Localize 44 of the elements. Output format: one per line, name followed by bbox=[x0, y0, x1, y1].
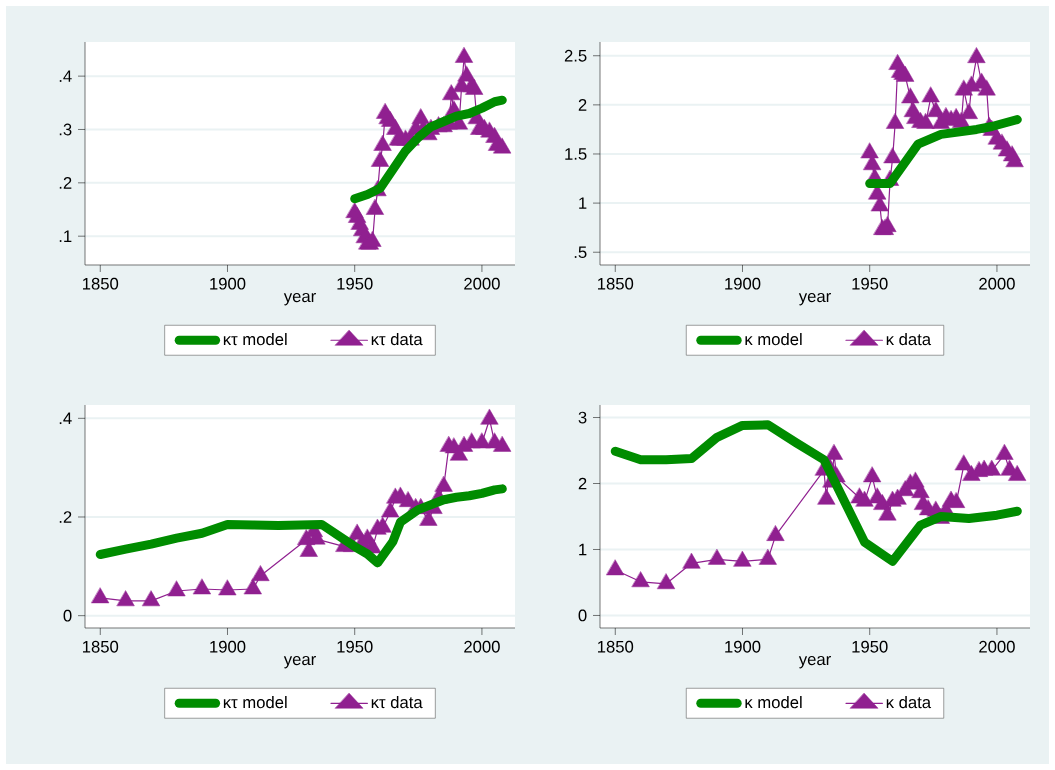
x-tick-label: 2000 bbox=[979, 640, 1015, 653]
x-tick-label: 1950 bbox=[337, 640, 373, 653]
y-tick-label: .4 bbox=[59, 412, 72, 425]
x-tick-label: 1850 bbox=[83, 640, 119, 653]
legend-label: κτ model bbox=[223, 332, 287, 346]
y-tick-label: 0 bbox=[578, 609, 587, 622]
legend-label: κ model bbox=[745, 332, 802, 346]
x-axis-title: year bbox=[798, 656, 831, 669]
x-axis-title: year bbox=[798, 292, 831, 306]
y-tick-label: 1 bbox=[579, 543, 587, 556]
x-tick-label: 1950 bbox=[852, 277, 888, 290]
legend-label: κ model bbox=[745, 695, 802, 709]
y-tick-label: .2 bbox=[59, 177, 72, 189]
y-tick-label: .3 bbox=[59, 123, 72, 136]
x-tick-label: 1900 bbox=[725, 640, 761, 653]
y-tick-label: .4 bbox=[59, 70, 72, 82]
y-tick-label: .2 bbox=[59, 511, 72, 523]
y-tick-label: 3 bbox=[578, 411, 587, 424]
x-tick-label: 2000 bbox=[979, 277, 1015, 290]
legend-label: κτ data bbox=[371, 695, 423, 709]
y-tick-label: .5 bbox=[574, 246, 587, 259]
x-tick-label: 1950 bbox=[852, 640, 888, 653]
legend-label: κ data bbox=[886, 332, 932, 346]
legend-label: κ data bbox=[886, 695, 932, 709]
y-tick-label: 0 bbox=[63, 609, 72, 622]
x-tick-label: 1900 bbox=[210, 277, 246, 290]
x-tick-label: 1850 bbox=[598, 640, 634, 653]
y-tick-label: 2 bbox=[578, 99, 587, 111]
x-tick-label: 1850 bbox=[598, 277, 634, 290]
x-tick-label: 1950 bbox=[337, 277, 373, 290]
legend-label: κτ model bbox=[223, 695, 287, 709]
x-axis-title: year bbox=[283, 656, 316, 669]
y-tick-label: 1 bbox=[579, 197, 587, 209]
x-tick-label: 1850 bbox=[83, 277, 119, 290]
legend-label: κτ data bbox=[371, 332, 423, 346]
y-tick-label: 2.5 bbox=[564, 49, 587, 62]
x-tick-label: 1900 bbox=[210, 640, 246, 653]
x-tick-label: 1900 bbox=[725, 277, 761, 290]
x-tick-label: 2000 bbox=[464, 640, 500, 653]
y-tick-label: 1.5 bbox=[565, 148, 587, 160]
y-tick-label: 2 bbox=[578, 477, 587, 490]
x-tick-label: 2000 bbox=[464, 277, 500, 290]
x-axis-title: year bbox=[283, 292, 316, 306]
y-tick-label: .1 bbox=[59, 230, 72, 242]
